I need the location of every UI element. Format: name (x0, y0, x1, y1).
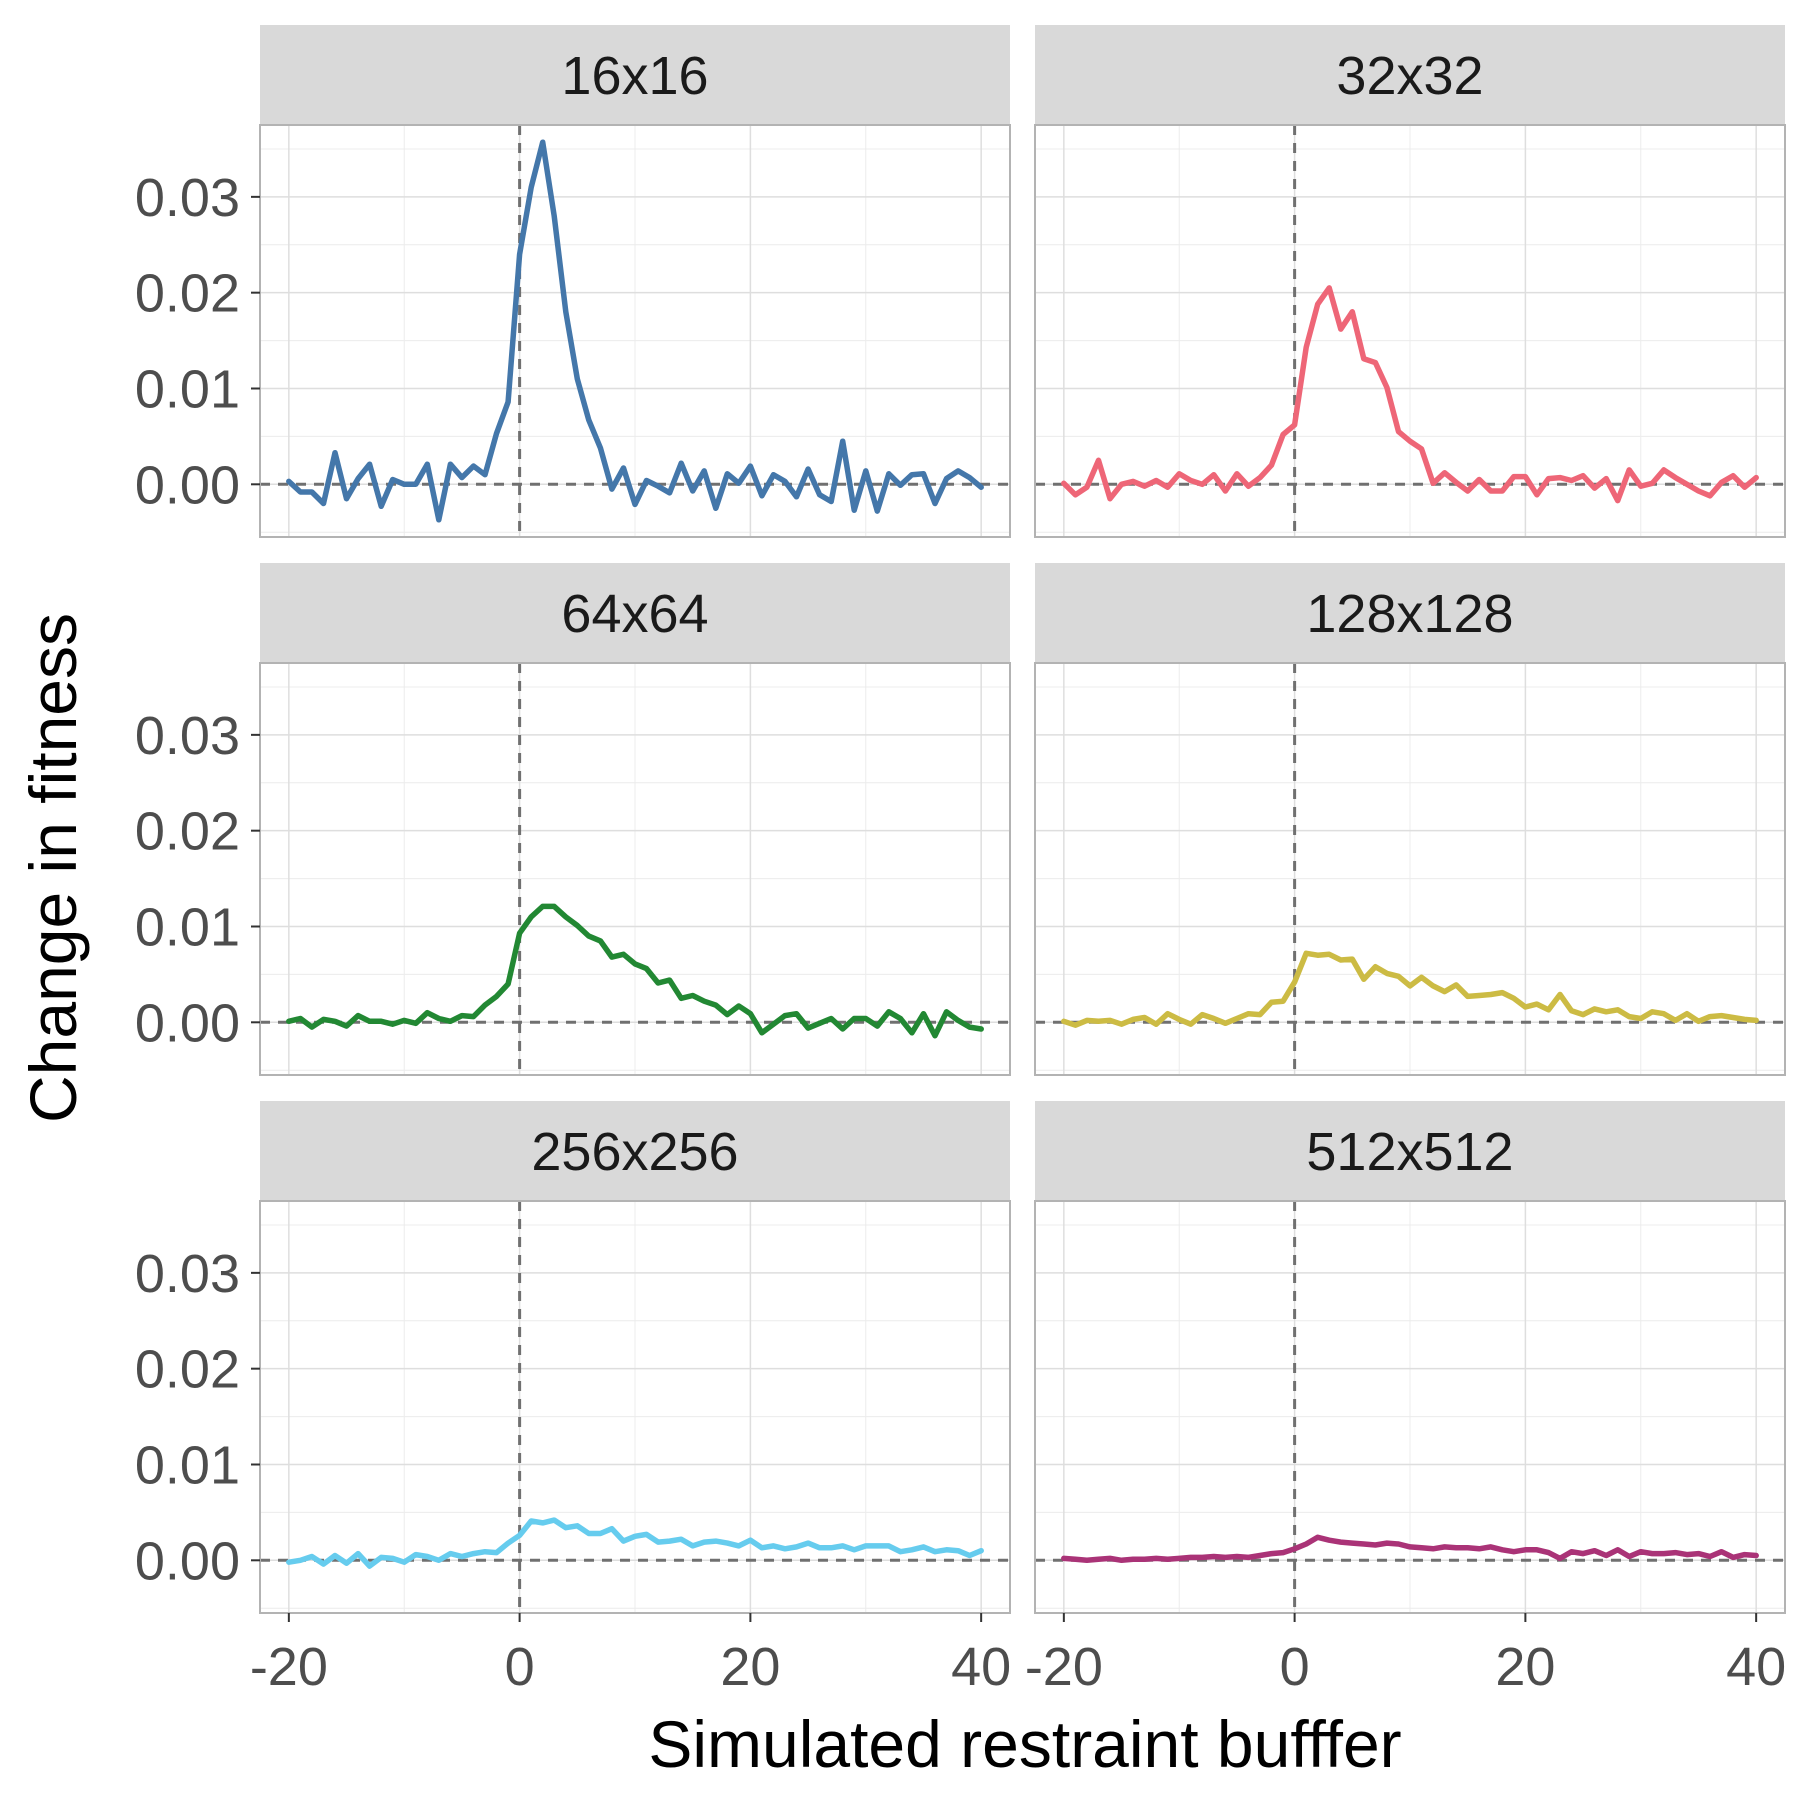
facet-title: 32x32 (1336, 46, 1483, 106)
facet-strip (260, 1101, 1010, 1201)
facet-title: 16x16 (561, 46, 708, 106)
facet-strip (1035, 563, 1785, 663)
y-axis: 0.00 0.01 0.02 0.03 0.00 0.01 0.02 0.03 0.00 0.01… (135, 168, 260, 1591)
y-tick-label: 0.01 (135, 1435, 240, 1495)
y-tick-label: 0.01 (135, 359, 240, 419)
facet-strip (260, 563, 1010, 663)
facet-panel: 128x128 (1034, 563, 1786, 1076)
series-line (286, 1517, 984, 1569)
y-tick-label: 0.03 (135, 706, 240, 766)
x-tick-label: -20 (1025, 1637, 1103, 1697)
x-tick-label: -20 (250, 1637, 328, 1697)
facet-title: 512x512 (1306, 1122, 1513, 1182)
x-tick-label: 20 (1495, 1637, 1555, 1697)
facet-panel: 64x64 (259, 563, 1011, 1076)
y-tick-label: 0.00 (135, 455, 240, 515)
panel-border (259, 1200, 1011, 1614)
series-line (1061, 950, 1759, 1028)
x-tick-label: 40 (1726, 1637, 1786, 1697)
facet-strip (1035, 25, 1785, 125)
x-tick-label: 0 (1280, 1637, 1310, 1697)
facet-panels: 16x16 32x32 64x64 128x128 256x256 512x512 (259, 25, 1786, 1614)
panel-border (1034, 1200, 1786, 1614)
y-axis-title: Change in fitness (16, 613, 90, 1123)
x-tick-label: 0 (505, 1637, 535, 1697)
facet-title: 128x128 (1306, 584, 1513, 644)
x-tick-label: 20 (720, 1637, 780, 1697)
facet-panel: 512x512 (1034, 1101, 1786, 1614)
x-axis: -20 0 20 40 -20 0 20 40 (250, 1613, 1786, 1697)
facet-panel: 256x256 (259, 1101, 1011, 1614)
panel-border (1034, 662, 1786, 1076)
y-tick-label: 0.00 (135, 1531, 240, 1591)
y-tick-label: 0.01 (135, 897, 240, 957)
series-line (286, 903, 984, 1039)
y-tick-label: 0.00 (135, 993, 240, 1053)
facet-panel: 16x16 (259, 25, 1011, 538)
panel-border (259, 662, 1011, 1076)
series-line (1061, 1534, 1759, 1564)
facet-title: 64x64 (561, 584, 708, 644)
facet-strip (1035, 1101, 1785, 1201)
facet-strip (260, 25, 1010, 125)
panel-border (259, 124, 1011, 538)
panel-border (1034, 124, 1786, 538)
facet-panel: 32x32 (1034, 25, 1786, 538)
x-tick-label: 40 (951, 1637, 1011, 1697)
y-tick-label: 0.03 (135, 168, 240, 228)
x-axis-title: Simulated restraint bufffer (648, 1707, 1401, 1781)
series-line (286, 139, 984, 523)
y-tick-label: 0.03 (135, 1244, 240, 1304)
facet-title: 256x256 (531, 1122, 738, 1182)
series-line (1061, 285, 1759, 504)
y-tick-label: 0.02 (135, 802, 240, 862)
y-tick-label: 0.02 (135, 264, 240, 324)
y-tick-label: 0.02 (135, 1340, 240, 1400)
